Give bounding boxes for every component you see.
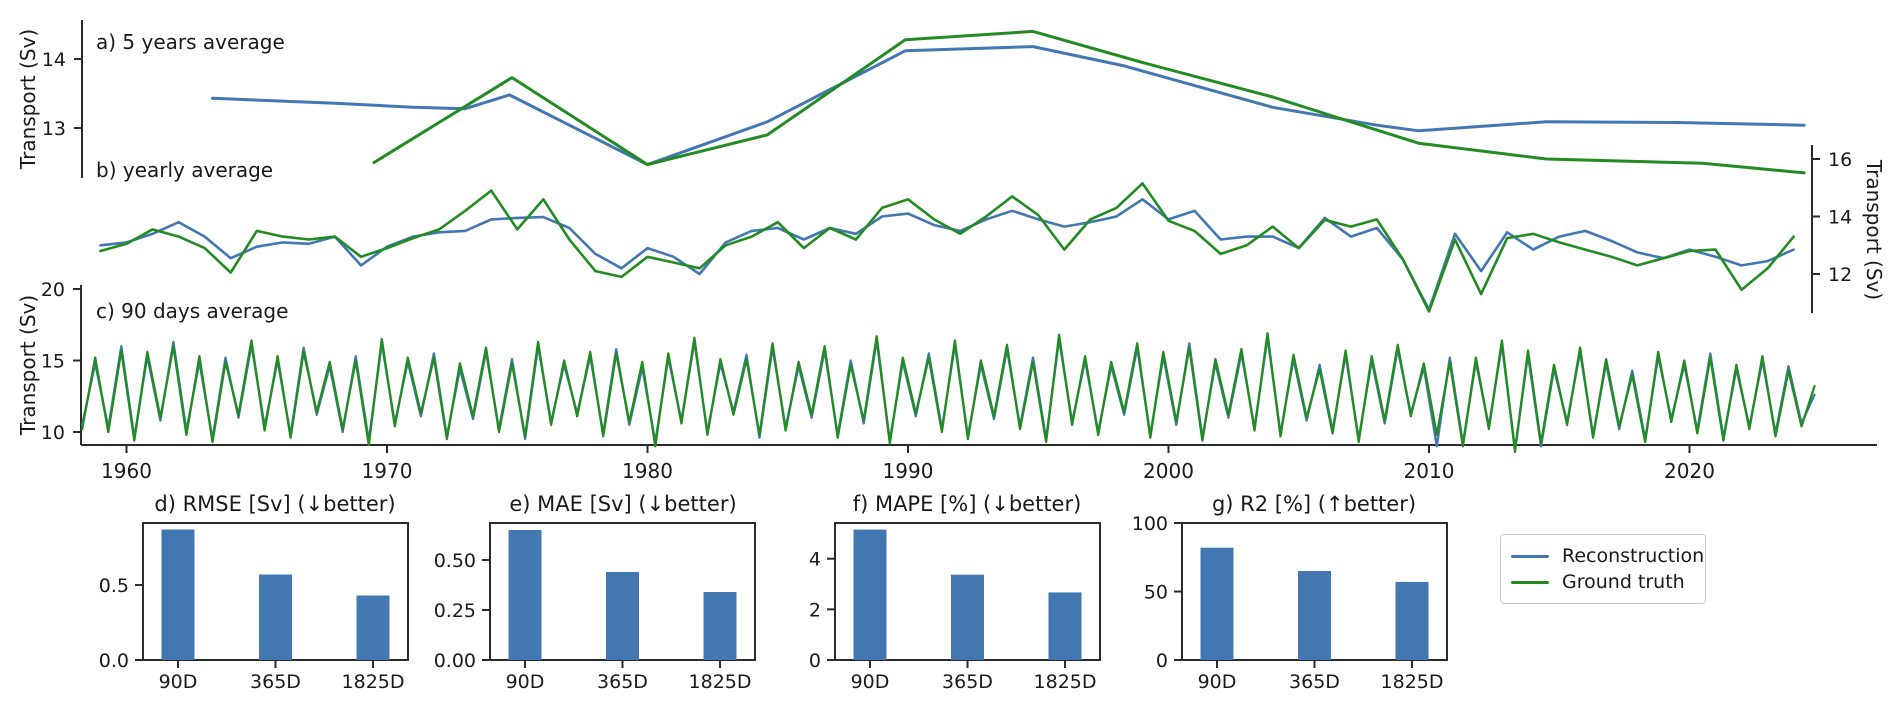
bar-365D-e <box>606 572 639 660</box>
panel-d-ytick-label: 0.5 <box>99 575 129 597</box>
panel-a-label: a) 5 years average <box>96 30 285 54</box>
ground-truth-line-c <box>81 332 1816 454</box>
reconstruction-line-a <box>211 45 1806 167</box>
reconstruction-line-swatch <box>1511 554 1549 558</box>
panel-e-xtick-label: 1825D <box>689 671 752 693</box>
panel-d-title: d) RMSE [Sv] (↓better) <box>154 492 396 516</box>
panel-f-xtick-label: 90D <box>851 671 890 693</box>
panel-g-xtick-label: 1825D <box>1381 671 1444 693</box>
ground-truth-line-swatch <box>1511 580 1549 584</box>
panel-c-label: c) 90 days average <box>96 299 289 323</box>
bar-90D-e <box>508 530 542 660</box>
panel-a-ytick-label: 13 <box>42 118 66 140</box>
panel-g-xtick-label: 365D <box>1289 671 1340 693</box>
legend-label-ground-truth: Ground truth <box>1562 571 1685 593</box>
legend-item-reconstruction: Reconstruction <box>1511 543 1704 569</box>
panel-e-ytick-label: 0.50 <box>434 550 476 572</box>
x-axis-tick-label: 1970 <box>362 459 413 483</box>
ground-truth-line-b <box>99 182 1795 313</box>
bar-1825D-f <box>1048 592 1082 660</box>
panel-a-ytick-label: 14 <box>42 49 66 71</box>
bar-90D-f <box>853 529 887 660</box>
panel-b-label: b) yearly average <box>96 158 274 182</box>
legend-label-reconstruction: Reconstruction <box>1562 545 1705 567</box>
panel-e-ytick-label: 0.00 <box>434 650 476 672</box>
panel-g-xtick-label: 90D <box>1198 671 1237 693</box>
panel-g-title: g) R2 [%] (↑better) <box>1211 492 1417 516</box>
x-axis-tick-label: 1990 <box>883 459 934 483</box>
bar-1825D-e <box>703 592 737 660</box>
panel-f-ytick-label: 4 <box>809 549 821 571</box>
panel-f-ytick-label: 2 <box>809 599 821 621</box>
panel-c-ytick-label: 20 <box>41 279 65 301</box>
bar-90D-d <box>161 529 195 660</box>
panel-d-xtick-label: 90D <box>159 671 198 693</box>
x-axis-tick-label: 2010 <box>1404 459 1455 483</box>
panel-c-ylabel: Transport (Sv) <box>16 294 40 436</box>
panel-c-ytick-label: 15 <box>41 351 65 373</box>
panel-b-ytick-label: 12 <box>1828 264 1852 286</box>
bar-365D-f <box>951 574 984 660</box>
panel-d-ytick-label: 0.0 <box>99 650 129 672</box>
x-axis-tick-label: 1980 <box>622 459 673 483</box>
panel-f-xtick-label: 365D <box>942 671 993 693</box>
bar-365D-g <box>1298 571 1331 660</box>
legend-box: Reconstruction Ground truth <box>1500 534 1706 604</box>
panel-g-ytick-label: 50 <box>1144 582 1168 604</box>
panel-e-xtick-label: 90D <box>506 671 545 693</box>
panel-c-ytick-label: 10 <box>41 422 65 444</box>
ground-truth-line-a <box>372 29 1806 175</box>
panel-b-ytick-label: 16 <box>1828 149 1852 171</box>
panel-e-title: e) MAE [Sv] (↓better) <box>509 492 737 516</box>
panel-e-ytick-label: 0.25 <box>434 600 476 622</box>
panel-a-ylabel: Transport (Sv) <box>16 28 40 170</box>
panel-g-ytick-label: 0 <box>1156 650 1168 672</box>
x-axis-tick-label: 1960 <box>101 459 152 483</box>
bar-365D-d <box>259 574 292 660</box>
panel-d-xtick-label: 365D <box>250 671 301 693</box>
panel-e-xtick-label: 365D <box>597 671 648 693</box>
panel-f-title: f) MAPE [%] (↓better) <box>852 492 1082 516</box>
panel-f-ytick-label: 0 <box>809 650 821 672</box>
panel-g-ytick-label: 100 <box>1132 513 1168 535</box>
bar-90D-g <box>1200 547 1234 660</box>
panel-f-xtick-label: 1825D <box>1034 671 1097 693</box>
panel-b-ytick-label: 14 <box>1828 207 1852 229</box>
bar-1825D-g <box>1395 581 1429 660</box>
panel-b-ylabel: Transport (Sv) <box>1862 159 1886 301</box>
x-axis-tick-label: 2020 <box>1664 459 1715 483</box>
x-axis-tick-label: 2000 <box>1143 459 1194 483</box>
reconstruction-line-b <box>99 198 1795 312</box>
legend-item-ground-truth: Ground truth <box>1511 569 1695 595</box>
bar-1825D-d <box>356 595 390 660</box>
panel-d-xtick-label: 1825D <box>342 671 405 693</box>
